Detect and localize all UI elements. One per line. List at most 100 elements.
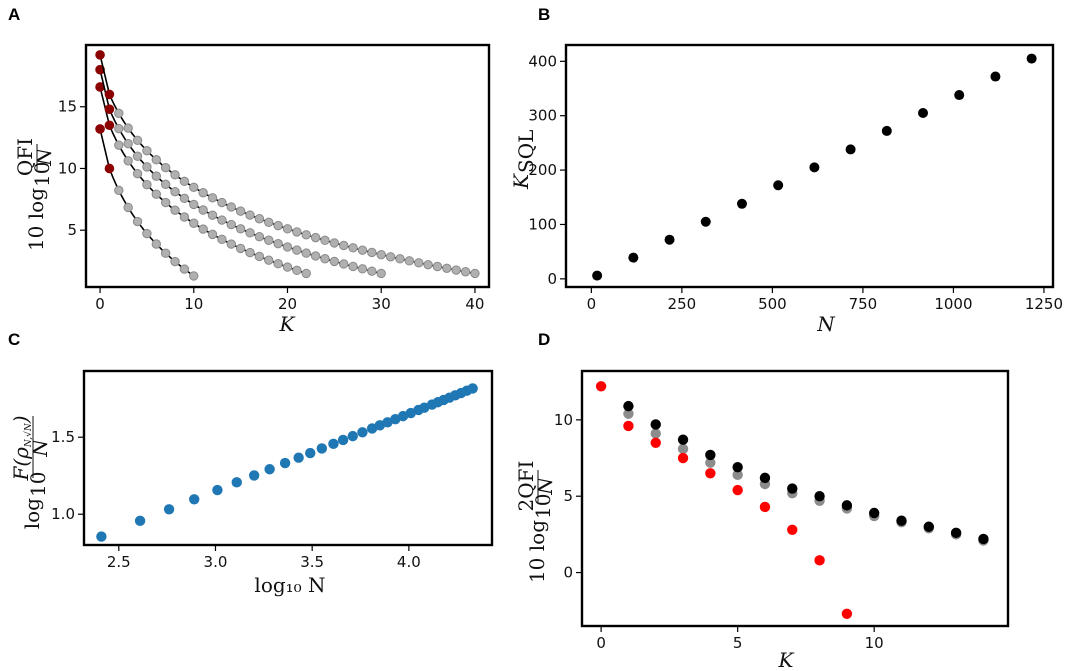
x-tick-label: 3.5 [300, 553, 324, 571]
panel-a-point [339, 240, 349, 251]
panel-b-point [700, 216, 711, 227]
panel-c-points [96, 383, 478, 542]
panel-a-point [170, 170, 180, 180]
panel-a-point [385, 252, 396, 262]
panel-a-point [451, 265, 461, 275]
panel-c-point [264, 464, 275, 475]
panel-d-point-black [705, 449, 716, 461]
panel-d-point-red [595, 381, 607, 392]
panel-a-point [207, 229, 218, 240]
svg-text:10: 10 [531, 494, 555, 519]
panel-b-point [845, 144, 856, 155]
panel-d-point-red [787, 524, 798, 536]
panel-a-point [339, 259, 349, 269]
panel-a-point [142, 162, 152, 172]
panel-a-point [217, 197, 227, 208]
panel-a-point [207, 193, 218, 203]
panel-b-points [592, 53, 1037, 281]
panel-d-frame [580, 369, 1010, 628]
panel-b-point [809, 162, 820, 173]
panel-a-point [282, 262, 293, 272]
panel-a-point [376, 268, 386, 279]
panel-a-x-label: K [279, 312, 296, 336]
x-tick-label: 1000 [934, 295, 972, 313]
panel-a-point [142, 228, 152, 239]
x-tick-label: 2.5 [107, 553, 131, 571]
svg-text:QFI: QFI [13, 138, 37, 176]
panel-b-frame [564, 43, 1055, 289]
panel-a-point-red [95, 50, 105, 60]
panel-d-point-gray [623, 408, 634, 419]
panel-a-point-red [104, 89, 115, 100]
x-tick-label: 0 [95, 295, 105, 313]
panel-a-point [264, 217, 274, 227]
panel-c-point [231, 477, 242, 488]
panel-a-point [245, 247, 255, 258]
y-tick-label: 5 [563, 487, 573, 505]
x-tick-label: 5 [733, 634, 743, 652]
panel-a-point [348, 243, 358, 253]
panel-d-point-red [759, 501, 771, 513]
panel-a-point [357, 264, 368, 274]
panel-b-point [990, 71, 1001, 82]
panel-a-point [254, 231, 265, 242]
panel-a-point-red [104, 120, 115, 131]
panel-a-point [282, 242, 293, 252]
panel-a-point [423, 259, 433, 270]
panel-d-letter: D [538, 330, 550, 349]
panel-a-point [226, 202, 236, 212]
panel-d-y-label: 10 log 10 2QFI N [514, 461, 557, 584]
panel-d-point-black [677, 434, 689, 445]
panel-c-x-ticks: 2.5 3.0 3.5 4.0 [107, 545, 421, 571]
x-tick-label: 10 [865, 634, 884, 652]
panel-b-point [773, 180, 784, 191]
panel-b-point [664, 234, 675, 245]
panel-a-point [273, 238, 283, 249]
panel-b-point [592, 270, 603, 281]
panel-a-point [310, 251, 321, 261]
x-tick-label: 0 [596, 634, 606, 652]
panel-a-point [170, 186, 180, 197]
panel-c-point [279, 457, 291, 469]
panel-d-point-red [814, 555, 825, 566]
panel-b-point [628, 252, 639, 263]
panel-b-point [881, 125, 892, 136]
panel-a-point [254, 214, 265, 224]
panel-a-point [329, 256, 340, 267]
panel-a-point [395, 254, 405, 264]
panel-c-y-ticks: 1.0 1.5 [51, 428, 84, 523]
panel-a-point [301, 230, 311, 240]
x-tick-label: 10 [184, 295, 203, 313]
panel-b-point [1026, 53, 1037, 64]
panel-a-point [132, 151, 143, 161]
panel-a-point [160, 248, 171, 258]
panel-a-point [132, 216, 143, 227]
y-tick-label: 1.0 [51, 505, 75, 523]
panel-a-point [264, 235, 274, 245]
panel-a-point [151, 239, 161, 249]
panel-a-point-red [95, 82, 105, 92]
y-tick-label: 10 [58, 159, 77, 177]
panel-d-point-black [978, 533, 989, 545]
panel-a-point [189, 199, 199, 210]
panel-a-point [123, 139, 133, 149]
panel-a-point [460, 267, 471, 277]
panel-c-frame [82, 369, 494, 547]
panel-a-point [151, 171, 161, 181]
panel-a: A 0 10 20 30 40 5 10 15 K 10 log 10 QFI N [8, 5, 491, 336]
panel-a-point [254, 251, 265, 262]
panel-a-point [329, 238, 340, 248]
panel-a-point [226, 239, 236, 249]
panel-a-point [320, 254, 330, 264]
panel-b-y-ticks: 0 100 200 300 400 [528, 52, 566, 288]
panel-c-y-label: log 10 F(ρN,√N) N [9, 415, 52, 529]
panel-a-point [170, 205, 180, 215]
panel-c-point [337, 434, 349, 446]
panel-a-point [367, 247, 377, 258]
panel-a-point [179, 264, 190, 274]
panel-a-point [142, 179, 152, 190]
panel-b-y-label: K SQL [509, 130, 538, 190]
panel-a-x-ticks: 0 10 20 30 40 [95, 287, 484, 313]
panel-c-point [357, 427, 368, 438]
panel-a-point-red [104, 104, 115, 115]
